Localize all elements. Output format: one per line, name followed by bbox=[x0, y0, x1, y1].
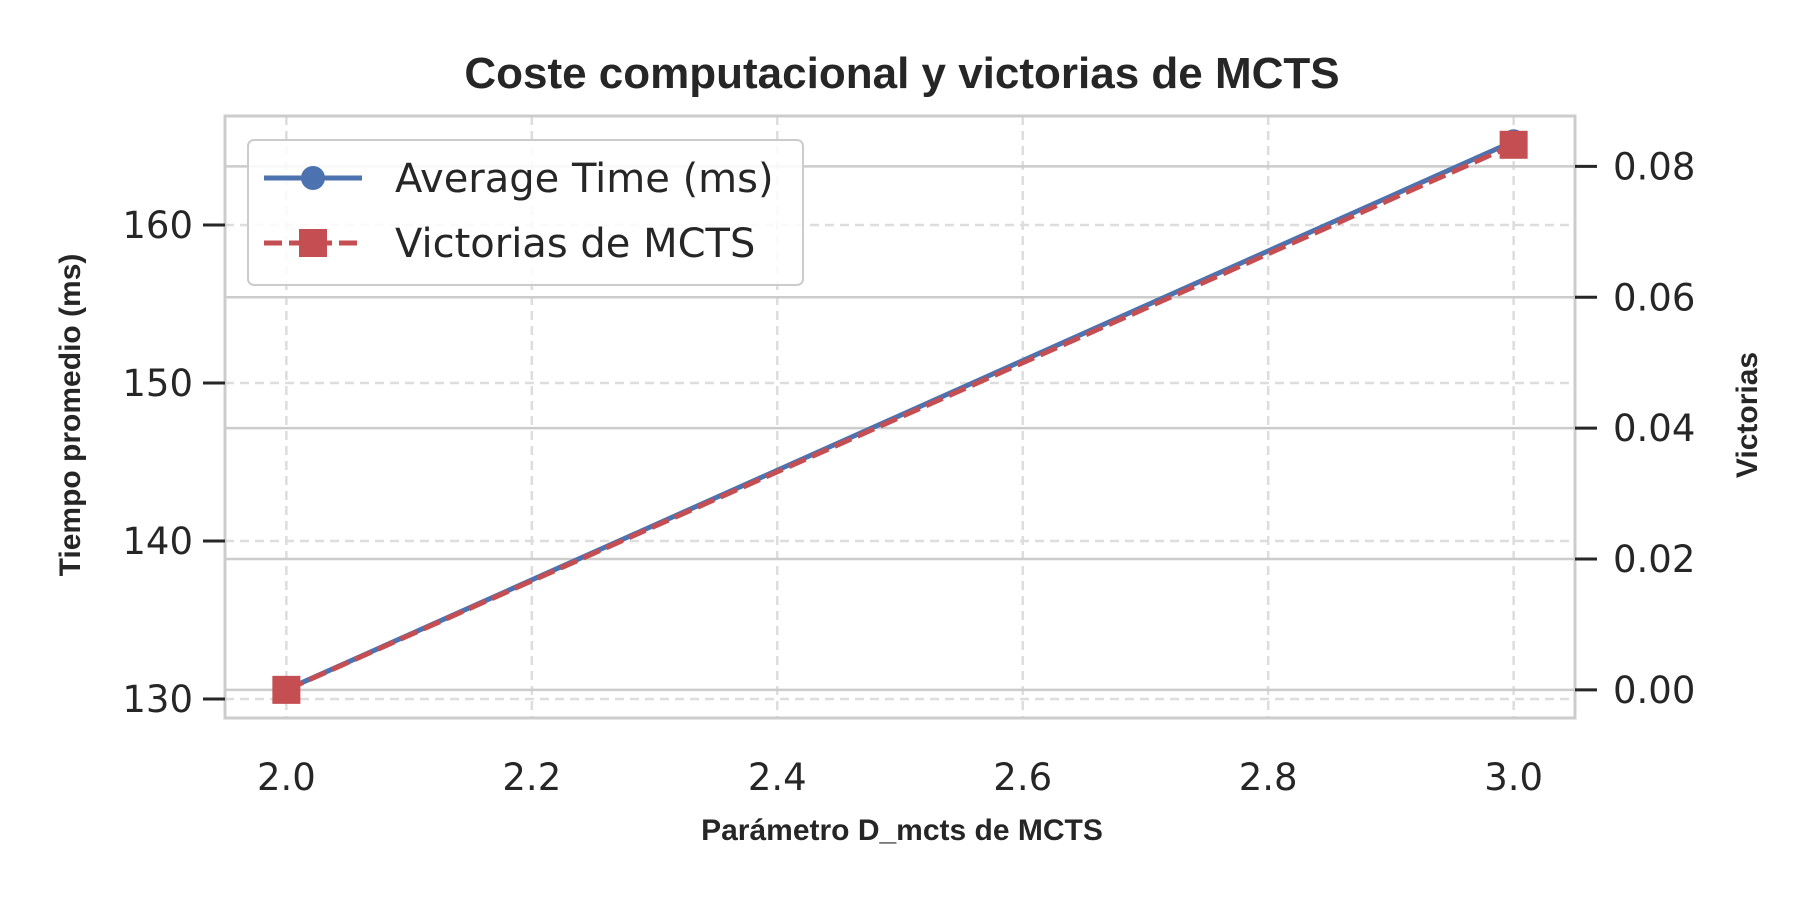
x-tick-label: 3.0 bbox=[1484, 756, 1543, 799]
y2-axis-ticks: 0.00 0.02 0.04 0.06 0.08 bbox=[1575, 145, 1695, 712]
y2-tick-label: 0.02 bbox=[1613, 538, 1695, 581]
y2-tick-label: 0.08 bbox=[1613, 145, 1695, 188]
data-point-victorias-de-mcts bbox=[272, 675, 301, 704]
y-tick-label: 130 bbox=[122, 678, 193, 721]
y-axis-ticks: 130 140 150 160 bbox=[122, 204, 225, 721]
series-layer bbox=[272, 129, 1528, 704]
x-tick-label: 2.4 bbox=[748, 756, 807, 799]
series-line-average-time-ms bbox=[285, 138, 1515, 692]
x-tick-label: 2.6 bbox=[993, 756, 1052, 799]
x-tick-label: 2.0 bbox=[257, 756, 316, 799]
legend-swatch-marker bbox=[299, 229, 327, 257]
y-tick-label: 150 bbox=[122, 362, 193, 405]
x-axis-label: Parámetro D_mcts de MCTS bbox=[701, 814, 1103, 847]
legend-label: Average Time (ms) bbox=[395, 156, 774, 202]
legend-label: Victorias de MCTS bbox=[395, 221, 755, 267]
y2-tick-label: 0.00 bbox=[1613, 669, 1695, 712]
y2-tick-label: 0.04 bbox=[1613, 407, 1695, 450]
y-axis-label: Tiempo promedio (ms) bbox=[54, 254, 87, 577]
legend-box bbox=[247, 139, 804, 286]
y-tick-label: 160 bbox=[122, 204, 193, 247]
right-axis-grid bbox=[225, 165, 1575, 692]
y2-axis-label: Victorias bbox=[1731, 352, 1764, 478]
y2-tick-label: 0.06 bbox=[1613, 276, 1695, 319]
legend-swatch-marker bbox=[301, 166, 325, 190]
data-point-victorias-de-mcts bbox=[1499, 130, 1528, 159]
x-tick-label: 2.8 bbox=[1239, 756, 1298, 799]
plot-frame bbox=[223, 114, 1577, 720]
legend: Average Time (ms) Victorias de MCTS bbox=[247, 139, 804, 286]
chart-title: Coste computacional y victorias de MCTS bbox=[464, 49, 1339, 98]
y-tick-label: 140 bbox=[122, 520, 193, 563]
x-tick-label: 2.2 bbox=[502, 756, 561, 799]
x-axis-ticks: 2.0 2.2 2.4 2.6 2.8 3.0 bbox=[257, 756, 1543, 799]
